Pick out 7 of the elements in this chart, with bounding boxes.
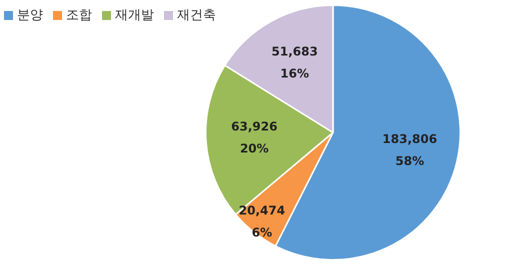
legend-label: 재건축 [177, 7, 216, 24]
data-label: 63,926 20% [231, 119, 278, 156]
data-label: 51,683 16% [271, 44, 318, 81]
legend-label: 조합 [66, 7, 92, 24]
legend-label: 재개발 [115, 7, 154, 24]
data-label: 183,806 58% [382, 132, 438, 168]
legend-label: 분양 [17, 7, 43, 24]
